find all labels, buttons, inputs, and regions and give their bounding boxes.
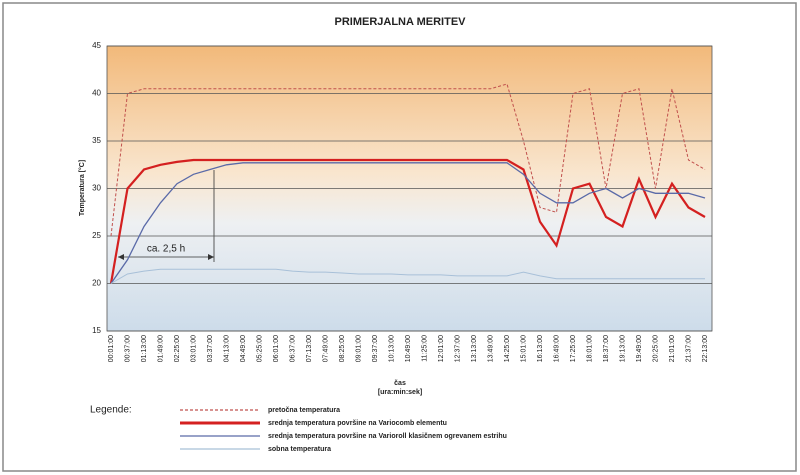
x-tick-label: 06:01:00 [273,335,280,362]
legend-label: pretočna temperatura [268,407,340,414]
x-tick-label: 22:13:00 [702,335,709,362]
x-axis-label: čas [394,380,406,387]
x-tick-label: 19:13:00 [619,335,626,362]
x-tick-label: 03:37:00 [207,335,214,362]
legend-label: sobna temperatura [268,446,331,453]
x-tick-label: 01:13:00 [141,335,148,362]
x-tick-label: 12:01:00 [438,335,445,362]
x-tick-label: 16:49:00 [553,335,560,362]
y-tick-label: 45 [92,41,101,50]
x-tick-label: 06:37:00 [289,335,296,362]
annotation-text: ca. 2,5 h [147,244,185,255]
series-line [110,162,706,284]
x-tick-label: 14:25:00 [504,335,511,362]
x-tick-label: 18:01:00 [586,335,593,362]
x-tick-label: 12:37:00 [454,335,461,362]
y-tick-label: 40 [92,89,101,98]
x-tick-label: 04:13:00 [223,335,230,362]
legend-title: Legende: [90,405,132,416]
x-tick-label: 11:25:00 [421,335,428,362]
y-tick-label: 15 [92,326,101,335]
x-tick-label: 02:25:00 [174,335,181,362]
x-tick-label: 00:37:00 [124,335,131,362]
legend-label: srednja temperatura površine na Variorol… [268,433,507,440]
y-tick-label: 30 [92,184,101,193]
x-axis-label: [ura:min:sek] [378,389,422,396]
x-tick-label: 19:49:00 [636,335,643,362]
x-tick-label: 17:25:00 [570,335,577,362]
x-tick-label: 10:49:00 [405,335,412,362]
x-tick-label: 09:01:00 [355,335,362,362]
x-tick-label: 07:13:00 [306,335,313,362]
y-axis-label: Temperatura [°C] [78,160,86,216]
plot-border [106,45,713,332]
x-tick-label: 08:25:00 [339,335,346,362]
annotation: ca. 2,5 h [118,170,215,262]
x-tick-label: 10:13:00 [388,335,395,362]
x-tick-label: 00:01:00 [108,335,115,362]
legend-label: srednja temperatura površine na Variocom… [268,420,447,427]
x-tick-label: 07:49:00 [322,335,329,362]
x-tick-label: 13:49:00 [487,335,494,362]
x-tick-label: 03:01:00 [190,335,197,362]
x-tick-label: 05:25:00 [256,335,263,362]
x-tick-label: 09:37:00 [372,335,379,362]
x-tick-label: 16:13:00 [537,335,544,362]
x-tick-label: 15:01:00 [520,335,527,362]
series-line [110,268,705,284]
y-tick-label: 35 [92,136,101,145]
chart-title: PRIMERJALNA MERITEV [335,16,467,28]
y-tick-label: 20 [92,279,101,288]
x-tick-label: 21:01:00 [669,335,676,362]
series-line [109,158,706,284]
x-tick-label: 21:37:00 [685,335,692,362]
y-tick-label: 25 [92,231,101,240]
x-tick-label: 18:37:00 [603,335,610,362]
x-tick-label: 04:49:00 [240,335,247,362]
x-tick-label: 13:13:00 [471,335,478,362]
x-tick-label: 01:49:00 [157,335,164,362]
x-tick-label: 20:25:00 [652,335,659,362]
